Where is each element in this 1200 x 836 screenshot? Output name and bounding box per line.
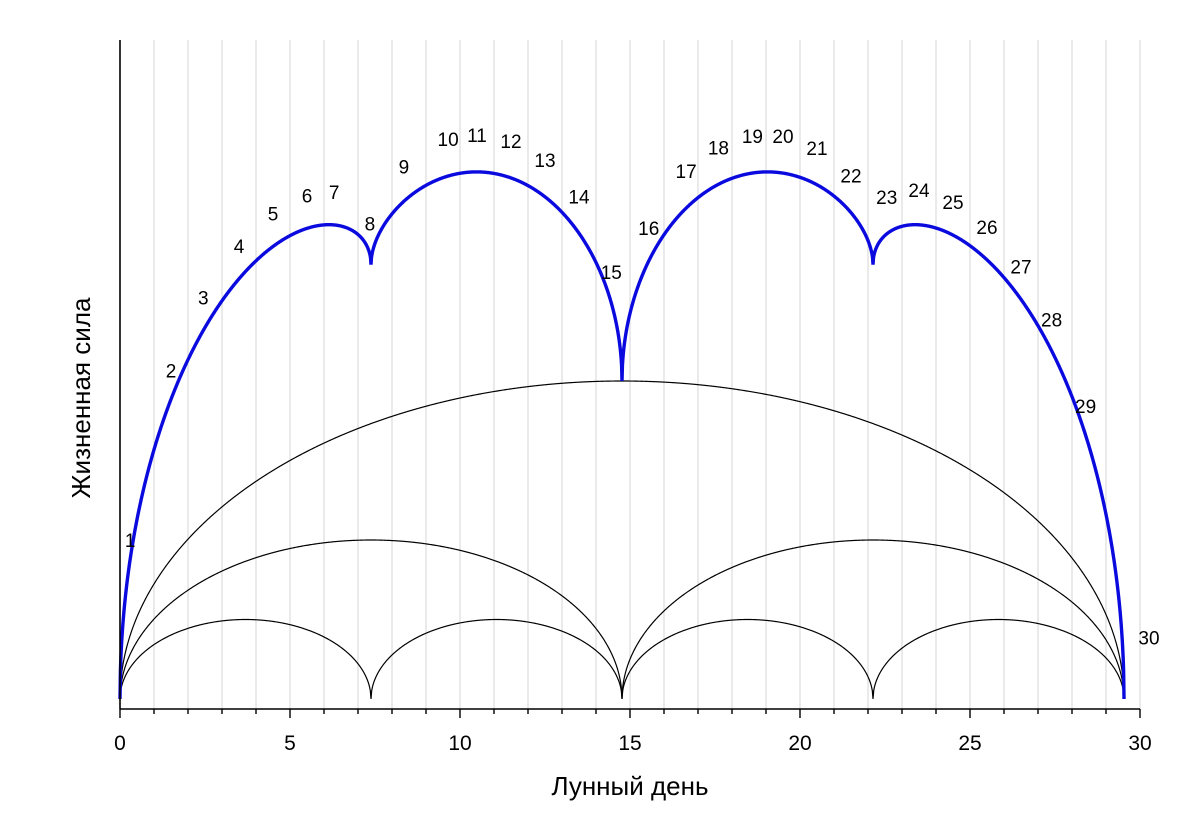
day-label: 16 (638, 219, 659, 240)
x-tick-label: 5 (284, 732, 296, 755)
day-label: 1 (125, 531, 136, 552)
series-line-main (118, 170, 1126, 700)
x-tick-label: 0 (114, 732, 126, 755)
x-tick-label: 25 (958, 732, 981, 755)
day-label: 27 (1010, 257, 1031, 278)
day-label: 30 (1138, 628, 1159, 649)
x-tick-label: 20 (788, 732, 811, 755)
x-tick-label: 30 (1128, 732, 1151, 755)
day-label: 25 (942, 193, 963, 214)
day-label: 21 (806, 139, 827, 160)
day-label: 15 (601, 263, 622, 284)
x-axis-title: Лунный день (551, 771, 708, 801)
day-label: 18 (708, 138, 729, 159)
day-label: 6 (302, 186, 313, 207)
day-label: 7 (329, 183, 340, 204)
day-label: 26 (976, 218, 997, 239)
vertical-grid-lines (153, 40, 1141, 709)
day-label: 3 (198, 288, 209, 309)
day-label: 22 (840, 167, 861, 188)
day-label: 24 (908, 181, 930, 202)
day-label: 13 (534, 151, 555, 172)
series-line-arc-2 (119, 539, 1125, 700)
day-label: 29 (1075, 397, 1096, 418)
day-label: 28 (1041, 311, 1062, 332)
day-label: 14 (568, 187, 590, 208)
day-label: 12 (500, 132, 521, 153)
day-label: 20 (772, 127, 793, 148)
x-tick-label: 15 (618, 732, 641, 755)
day-label: 17 (676, 162, 697, 183)
day-label: 9 (399, 157, 410, 178)
y-axis-title: Жизненная сила (66, 297, 96, 498)
day-label: 8 (365, 215, 376, 236)
day-label: 11 (467, 126, 487, 147)
x-tick-label: 10 (448, 732, 471, 755)
day-label: 4 (234, 237, 245, 258)
day-label: 2 (166, 361, 177, 382)
day-label: 5 (268, 205, 279, 226)
series-line-arc-1 (119, 380, 1125, 700)
x-axis-ticks: 0 5 10 15 20 25 30 (114, 709, 1152, 755)
day-label: 23 (876, 188, 897, 209)
series-line-arc-3 (119, 618, 1125, 700)
arc-curves (119, 380, 1125, 700)
day-label: 10 (438, 130, 459, 151)
day-label: 19 (742, 127, 763, 148)
